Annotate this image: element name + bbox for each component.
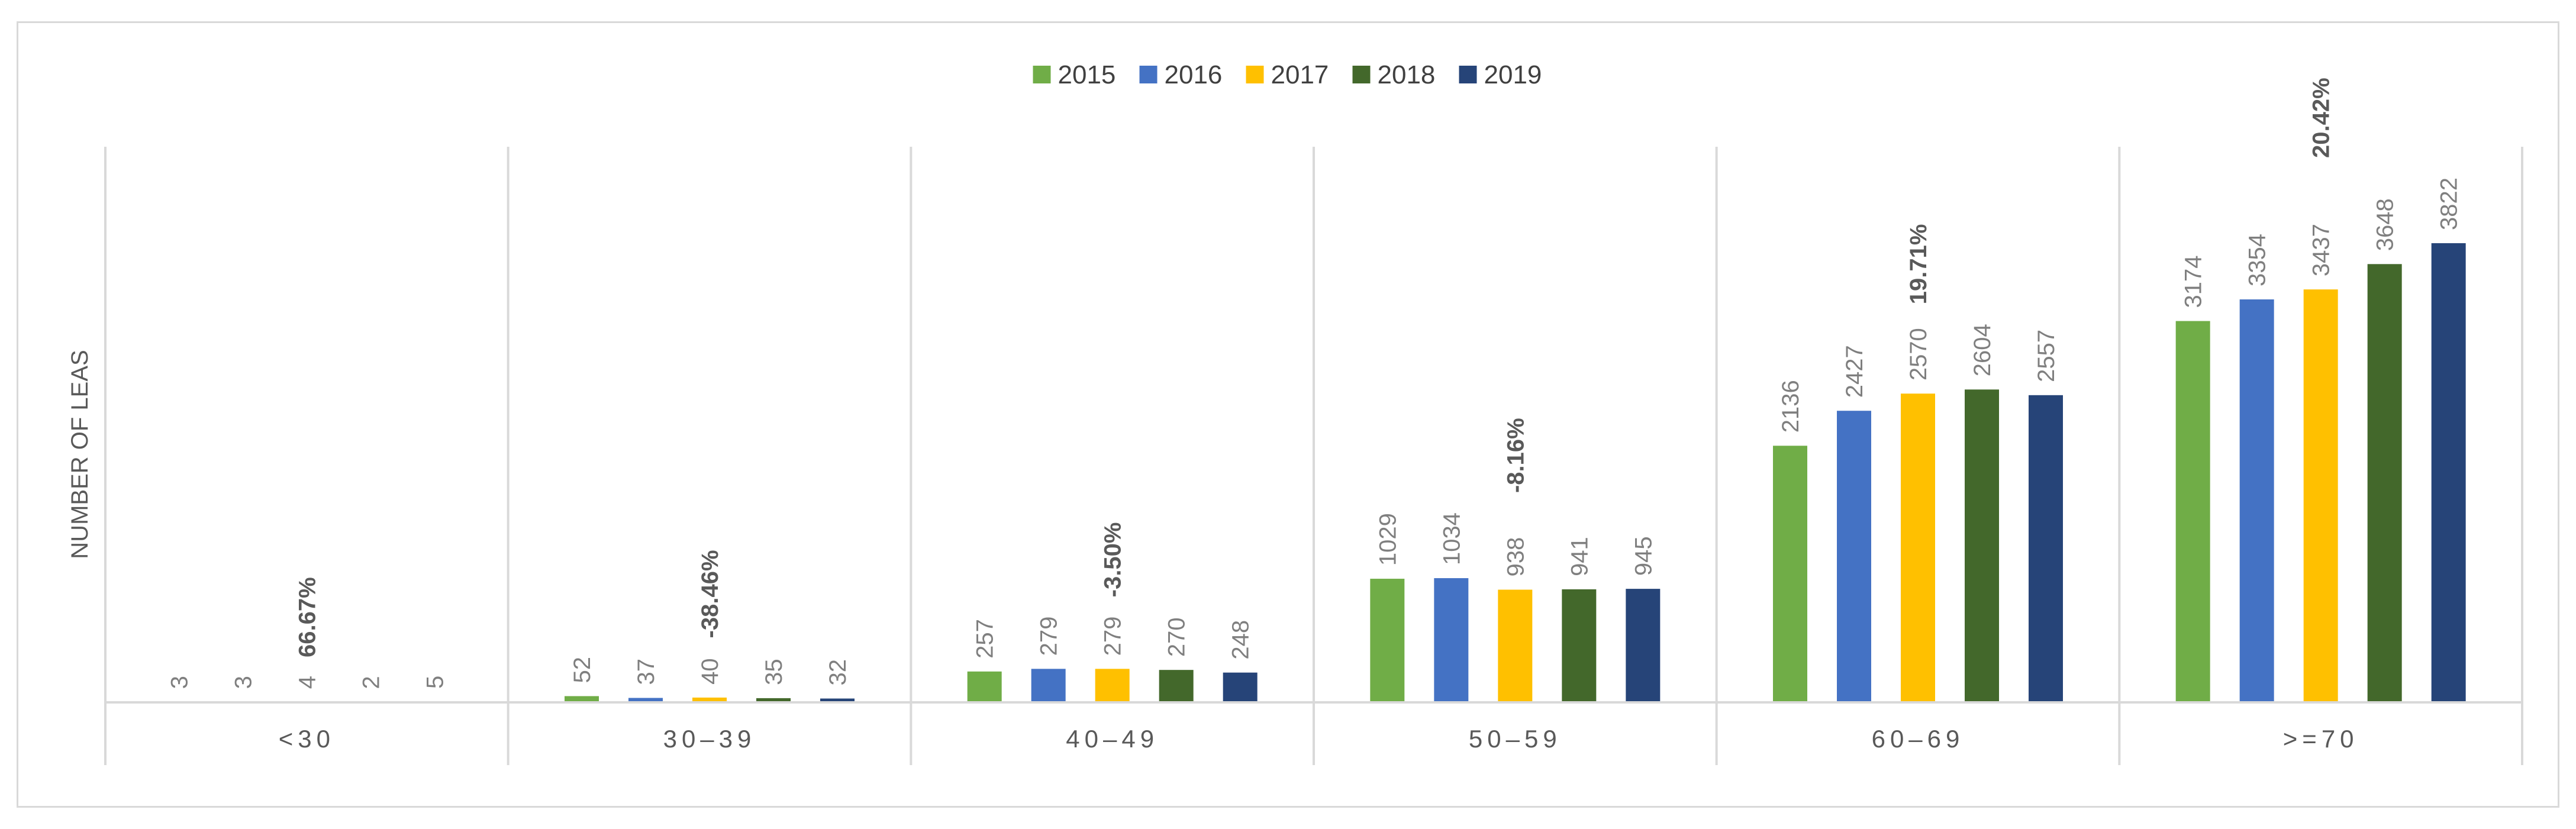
value-label: 35: [761, 659, 787, 685]
legend-label: 2018: [1378, 60, 1436, 89]
bar-2018-5: [2367, 264, 2402, 703]
value-label: 3174: [2181, 256, 2207, 308]
bar-2017-5: [2303, 289, 2338, 703]
legend-label: 2016: [1165, 60, 1223, 89]
value-label: 2557: [2033, 330, 2059, 382]
category-separators: [104, 147, 2523, 765]
bar-2018-2: [1159, 670, 1194, 702]
value-label: 3: [230, 676, 256, 689]
value-label: 945: [1630, 536, 1656, 576]
bar-2019-1: [820, 698, 855, 702]
chart-frame: [17, 21, 2559, 808]
value-label: 248: [1228, 620, 1254, 660]
value-label: 2604: [1969, 324, 1995, 376]
category-label: <30: [279, 725, 335, 753]
legend: 2015 2016 2017 2018 2019: [1033, 60, 1542, 89]
percent-change-label: -3.50%: [1100, 522, 1126, 598]
value-label: 3648: [2372, 198, 2398, 251]
value-label: 2136: [1778, 380, 1804, 433]
bar-2016-4: [1837, 411, 1871, 702]
value-label: 3437: [2309, 224, 2335, 276]
bar-2019-2: [1223, 672, 1258, 702]
legend-label: 2015: [1058, 60, 1116, 89]
bar-2015-1: [565, 696, 599, 702]
percent-change-label: 19.71%: [1906, 224, 1932, 305]
bars: [162, 243, 2466, 703]
legend-swatch: [1033, 66, 1051, 83]
legend-label: 2019: [1484, 60, 1542, 89]
value-label: 257: [972, 619, 998, 659]
value-label: 3354: [2245, 234, 2271, 286]
value-label: 938: [1503, 537, 1529, 577]
value-label: 3: [166, 676, 192, 689]
value-labels: 3 3 4 2 5 52 37 40 35 32 257 279 279 270 248 1029 1034 93…: [166, 178, 2462, 689]
category-labels: <30 30–39 40–49 50–59 60–69 >=70: [279, 725, 2359, 753]
value-label: 52: [569, 657, 595, 683]
bar-2016-1: [628, 698, 663, 702]
percent-change-labels: 66.67% -38.46% -3.50% -8.16% 19.71% 20.42%: [294, 78, 2334, 657]
value-label: 2427: [1842, 345, 1868, 398]
bar-2017-4: [1901, 393, 1935, 702]
value-label: 1029: [1375, 513, 1401, 566]
bar-2017-3: [1498, 589, 1533, 702]
percent-change-label: -38.46%: [697, 550, 723, 638]
legend-swatch: [1459, 66, 1477, 83]
y-axis-label: NUMBER OF LEAS: [67, 350, 93, 559]
category-label: 50–59: [1469, 725, 1562, 753]
value-label: 2570: [1906, 328, 1932, 380]
legend-swatch: [1352, 66, 1371, 83]
bar-2016-2: [1031, 669, 1066, 702]
value-label: 40: [697, 658, 723, 685]
percent-change-label: 20.42%: [2309, 78, 2335, 158]
category-label: 30–39: [663, 725, 756, 753]
bar-2015-2: [967, 671, 1002, 702]
value-label: 270: [1164, 617, 1190, 657]
legend-swatch: [1246, 66, 1264, 83]
bar-2017-2: [1095, 669, 1130, 702]
value-label: 279: [1036, 617, 1062, 656]
bar-2019-3: [1626, 589, 1661, 702]
value-label: 279: [1100, 617, 1126, 656]
category-label: 60–69: [1872, 725, 1965, 753]
legend-swatch: [1139, 66, 1158, 83]
bar-2015-4: [1773, 446, 1807, 702]
bar-2019-5: [2431, 243, 2466, 702]
value-label: 4: [294, 676, 320, 689]
bar-2016-3: [1434, 578, 1469, 702]
bar-2017-1: [692, 697, 727, 702]
bar-2019-4: [2029, 395, 2063, 702]
bar-2018-4: [1965, 389, 1999, 702]
value-label: 1034: [1439, 512, 1465, 565]
value-label: 3822: [2436, 178, 2462, 230]
value-label: 941: [1566, 537, 1592, 576]
category-label: >=70: [2283, 725, 2359, 753]
bar-2015-3: [1370, 579, 1405, 702]
legend-label: 2017: [1271, 60, 1329, 89]
value-label: 2: [358, 676, 384, 689]
percent-change-label: 66.67%: [294, 577, 320, 657]
bar-2016-5: [2239, 299, 2274, 702]
bar-2018-1: [756, 698, 791, 702]
value-label: 5: [422, 676, 448, 689]
bar-2018-3: [1562, 589, 1597, 702]
bar-2015-5: [2175, 321, 2210, 702]
value-label: 37: [633, 659, 659, 685]
category-label: 40–49: [1066, 725, 1159, 753]
value-label: 32: [825, 659, 851, 686]
percent-change-label: -8.16%: [1503, 418, 1529, 493]
